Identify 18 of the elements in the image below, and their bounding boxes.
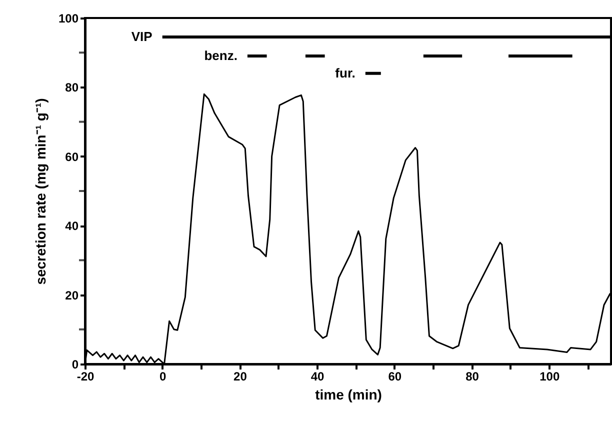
y-tick-label: 80 (65, 80, 79, 95)
x-tick-label: 0 (160, 370, 167, 384)
x-tick-label: 80 (466, 370, 480, 384)
series-label: benz. (204, 48, 238, 64)
series-label: fur. (335, 65, 356, 80)
x-tick-label: 40 (310, 370, 325, 384)
x-tick-label: -20 (76, 370, 94, 384)
y-tick-label: 20 (65, 288, 79, 302)
y-tick-label: 60 (65, 150, 79, 164)
x-tick-label: 60 (388, 370, 402, 384)
y-tick-label: 0 (72, 358, 79, 372)
x-axis-title: time (min) (315, 386, 382, 402)
y-tick-label: 40 (65, 219, 79, 234)
y-tick-label: 100 (58, 12, 79, 26)
series-label: VIP (131, 29, 153, 44)
y-axis-title: secretion rate (mg min⁻¹ g⁻¹) (32, 98, 48, 285)
x-tick-label: 20 (234, 370, 248, 384)
x-tick-label: 100 (540, 370, 560, 384)
